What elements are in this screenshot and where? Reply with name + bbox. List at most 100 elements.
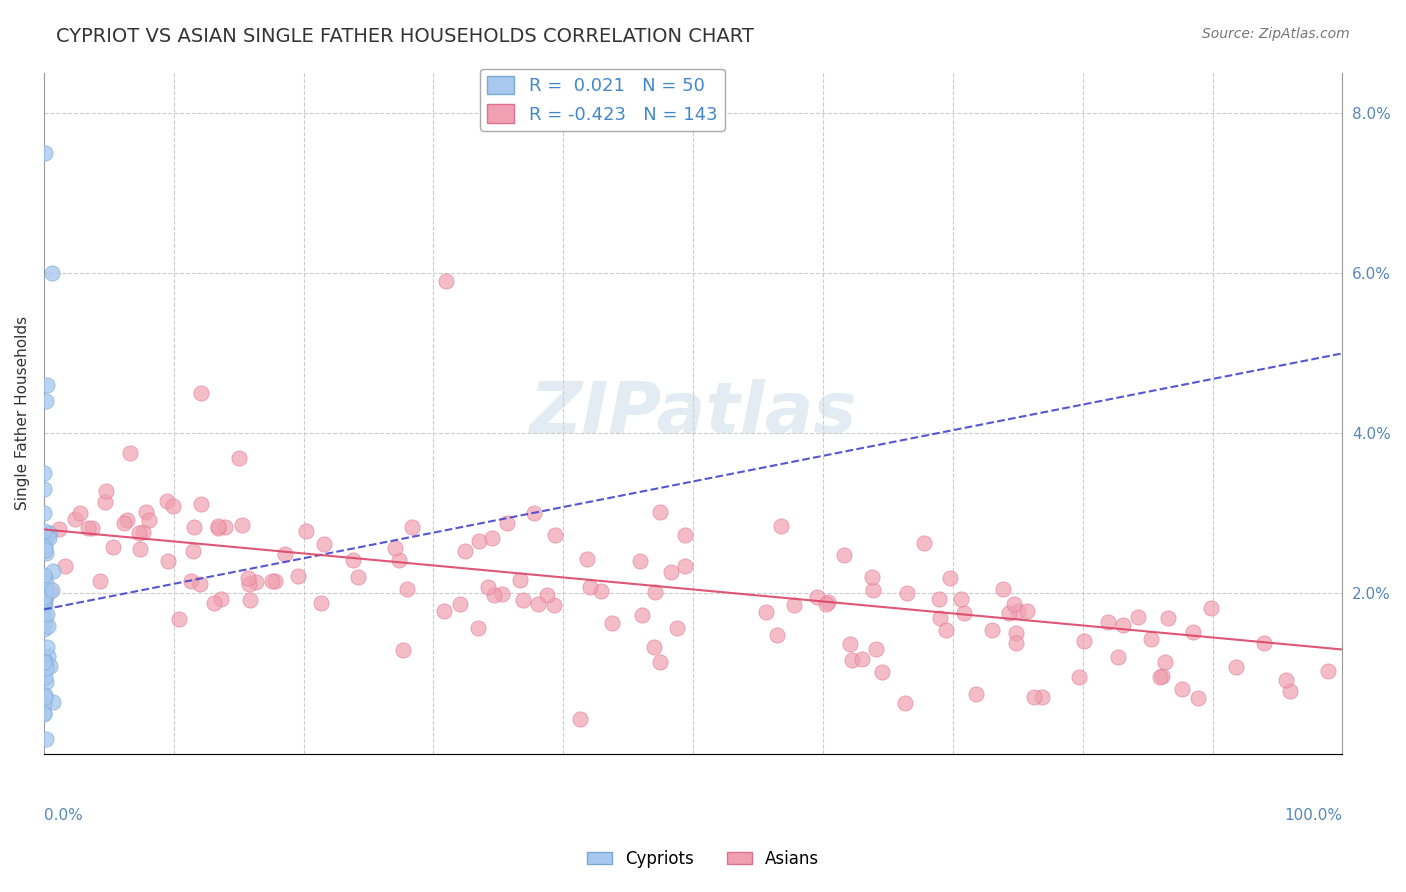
Point — [468, 533, 491, 548]
Point — [156, 494, 179, 508]
Point — [202, 596, 225, 610]
Point — [228, 451, 250, 466]
Point — [39, 583, 62, 598]
Point — [120, 446, 142, 460]
Point — [35, 590, 58, 604]
Point — [569, 712, 592, 726]
Point — [894, 696, 917, 710]
Point — [1181, 625, 1204, 640]
Point — [101, 540, 124, 554]
Point — [32, 706, 55, 720]
Point — [896, 585, 918, 599]
Point — [543, 528, 565, 542]
Point — [65, 511, 87, 525]
Text: CYPRIOT VS ASIAN SINGLE FATHER HOUSEHOLDS CORRELATION CHART: CYPRIOT VS ASIAN SINGLE FATHER HOUSEHOLD… — [56, 27, 754, 45]
Point — [238, 577, 260, 591]
Point — [755, 605, 778, 619]
Point — [1017, 604, 1039, 618]
Point — [1149, 670, 1171, 684]
Point — [34, 599, 56, 613]
Point — [34, 617, 56, 632]
Point — [935, 624, 957, 638]
Point — [770, 519, 793, 533]
Point — [89, 574, 111, 589]
Point — [496, 516, 519, 530]
Point — [311, 596, 333, 610]
Point — [643, 640, 665, 654]
Point — [1097, 615, 1119, 630]
Point — [53, 558, 76, 573]
Point — [928, 610, 950, 624]
Point — [482, 588, 505, 602]
Point — [37, 618, 59, 632]
Point — [1126, 609, 1149, 624]
Point — [953, 606, 976, 620]
Point — [35, 674, 58, 689]
Point — [536, 588, 558, 602]
Point — [509, 573, 531, 587]
Point — [183, 543, 205, 558]
Point — [34, 612, 56, 626]
Point — [1067, 670, 1090, 684]
Point — [851, 652, 873, 666]
Point — [870, 665, 893, 680]
Point — [260, 574, 283, 589]
Point — [190, 497, 212, 511]
Point — [34, 688, 56, 702]
Point — [128, 525, 150, 540]
Point — [1007, 604, 1029, 618]
Text: 100.0%: 100.0% — [1285, 808, 1343, 823]
Point — [38, 525, 60, 540]
Point — [834, 548, 856, 562]
Point — [34, 655, 56, 669]
Point — [783, 598, 806, 612]
Point — [1022, 690, 1045, 704]
Point — [35, 546, 58, 560]
Point — [665, 621, 688, 635]
Point — [965, 687, 987, 701]
Point — [1150, 669, 1173, 683]
Point — [34, 570, 56, 584]
Point — [35, 732, 58, 747]
Point — [481, 531, 503, 545]
Point — [998, 606, 1021, 620]
Point — [806, 591, 828, 605]
Point — [287, 569, 309, 583]
Point — [1187, 690, 1209, 705]
Point — [1111, 618, 1133, 632]
Point — [77, 521, 100, 535]
Point — [491, 586, 513, 600]
Point — [209, 591, 232, 606]
Point — [862, 583, 884, 598]
Point — [433, 604, 456, 618]
Point — [34, 606, 56, 620]
Point — [38, 525, 60, 540]
Point — [38, 531, 60, 545]
Point — [454, 543, 477, 558]
Point — [1156, 611, 1178, 625]
Point — [115, 513, 138, 527]
Point — [94, 495, 117, 509]
Point — [183, 520, 205, 534]
Text: Source: ZipAtlas.com: Source: ZipAtlas.com — [1202, 27, 1350, 41]
Point — [34, 483, 56, 497]
Text: 0.0%: 0.0% — [44, 808, 83, 823]
Point — [1317, 664, 1340, 678]
Point — [34, 543, 56, 558]
Point — [401, 519, 423, 533]
Point — [436, 274, 458, 288]
Point — [388, 553, 411, 567]
Point — [207, 521, 229, 535]
Point — [512, 593, 534, 607]
Point — [928, 591, 950, 606]
Point — [162, 499, 184, 513]
Point — [32, 707, 55, 722]
Point — [1153, 655, 1175, 669]
Point — [659, 565, 682, 579]
Point — [312, 537, 335, 551]
Point — [295, 524, 318, 538]
Point — [264, 574, 287, 589]
Point — [94, 483, 117, 498]
Point — [34, 593, 56, 607]
Point — [648, 655, 671, 669]
